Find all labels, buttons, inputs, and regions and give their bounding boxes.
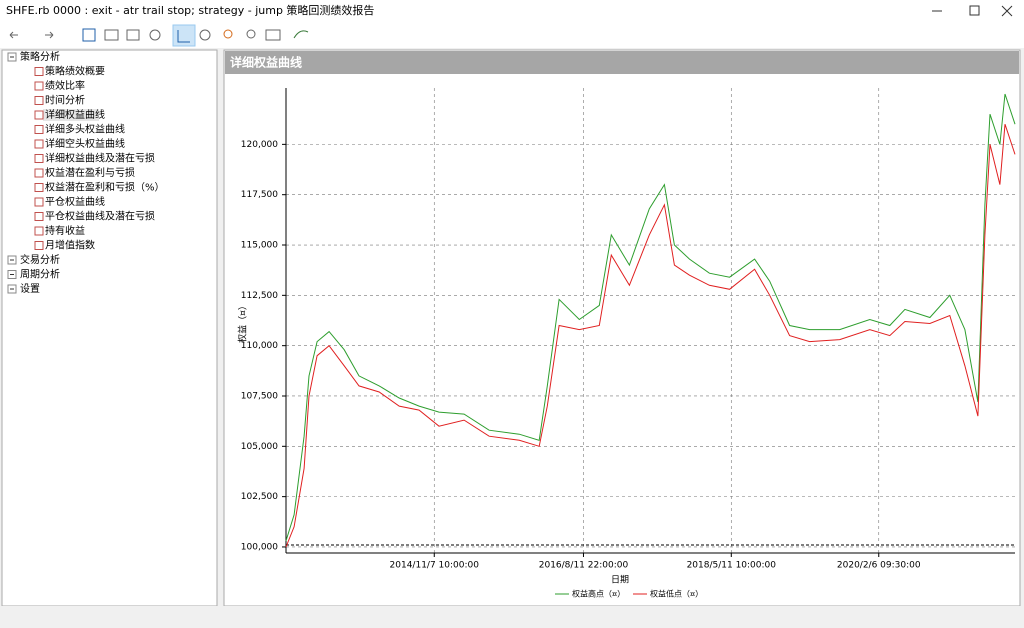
tree-node[interactable]: 平仓权益曲线及潜在亏损 (45, 210, 155, 223)
node-icon (34, 81, 44, 91)
tree-node[interactable]: 详细权益曲线 (45, 108, 105, 121)
series-line (285, 93, 1016, 542)
tree-node[interactable]: 交易分析 (20, 253, 60, 266)
series-line (285, 124, 1016, 548)
zoom-in[interactable] (223, 29, 233, 39)
legend-label: 权益高点（¤） (572, 589, 625, 599)
status-bar (0, 606, 1024, 624)
x-tick-label: 2018/5/11 10:00:00 (687, 561, 777, 571)
node-icon (34, 96, 44, 105)
node-icon (34, 154, 44, 163)
tree-node[interactable]: 详细权益曲线及潜在亏损 (45, 152, 155, 165)
tree-node[interactable]: 详细多头权益曲线 (45, 123, 125, 136)
close[interactable] (1001, 5, 1013, 17)
x-tick-label: 2014/11/7 10:00:00 (390, 561, 480, 571)
y-tick-label: 117,500 (241, 190, 278, 200)
settings[interactable] (149, 29, 161, 41)
tree-node[interactable]: 持有收益 (45, 224, 85, 237)
open[interactable] (104, 29, 119, 41)
window-title: SHFE.rb 0000 : exit - atr trail stop; st… (6, 3, 374, 17)
chart-header (225, 51, 1019, 74)
crosshair-icon (177, 30, 190, 43)
node-icon (34, 139, 44, 149)
toolbar (0, 22, 1024, 48)
maximize[interactable] (969, 5, 980, 16)
tree-node[interactable]: 策略绩效概要 (45, 65, 105, 78)
tree-node[interactable]: 权益潜在盈利和亏损（%） (45, 181, 165, 194)
node-icon (34, 110, 44, 120)
tree-node[interactable]: 权益潜在盈利与亏损 (45, 166, 135, 179)
chart-title: 详细权益曲线 (230, 55, 302, 70)
tree-node[interactable]: 策略分析 (20, 50, 60, 63)
save[interactable] (82, 28, 96, 42)
y-tick-label: 100,000 (241, 542, 278, 552)
node-icon (34, 197, 44, 207)
y-tick-label: 105,000 (241, 442, 278, 452)
crosshair[interactable] (172, 24, 196, 47)
legend-label: 权益低点（¤） (650, 589, 703, 599)
y-tick-label: 120,000 (241, 140, 278, 150)
title-bar (0, 0, 1024, 22)
chart-panel (223, 49, 1021, 607)
node-icon (34, 241, 44, 250)
y-tick-label: 107,500 (241, 391, 278, 401)
window-controls[interactable] (932, 5, 1013, 17)
node-icon (34, 226, 44, 236)
node-icon (34, 168, 44, 178)
x-axis-label: 日期 (611, 575, 629, 586)
x-tick-label: 2016/8/11 22:00:00 (539, 561, 629, 571)
tree: 策略分析策略绩效概要绩效比率时间分析详细权益曲线详细多头权益曲线详细空头权益曲线… (7, 50, 165, 295)
node-icon (34, 125, 44, 134)
x-tick-label: 2020/2/6 09:30:00 (837, 561, 921, 571)
tree-node[interactable]: 平仓权益曲线 (45, 195, 105, 208)
y-tick-label: 115,000 (241, 241, 278, 251)
toolbar-icons[interactable] (9, 24, 309, 47)
forward[interactable] (45, 31, 54, 39)
y-tick-label: 112,500 (241, 291, 278, 301)
back[interactable] (9, 31, 18, 39)
selection (43, 109, 99, 121)
tree-node[interactable]: 详细空头权益曲线 (45, 137, 125, 150)
node-icon (34, 67, 44, 76)
pan[interactable] (199, 29, 211, 41)
node-icon (34, 183, 44, 192)
zoom-reset[interactable] (265, 29, 281, 41)
y-axis-label: 权益（¤） (237, 301, 249, 343)
node-icon (34, 212, 44, 221)
tree-node[interactable]: 周期分析 (20, 268, 60, 281)
y-tick-label: 102,500 (241, 492, 278, 502)
zoom-out[interactable] (246, 29, 256, 39)
y-tick-label: 110,000 (241, 341, 278, 351)
chart-icon[interactable] (293, 30, 309, 39)
tree-node[interactable]: 绩效比率 (45, 79, 85, 92)
tree-node[interactable]: 设置 (20, 283, 40, 295)
print[interactable] (126, 29, 140, 41)
tree-node[interactable]: 时间分析 (45, 94, 85, 107)
tree-node[interactable]: 月增值指数 (45, 239, 95, 252)
